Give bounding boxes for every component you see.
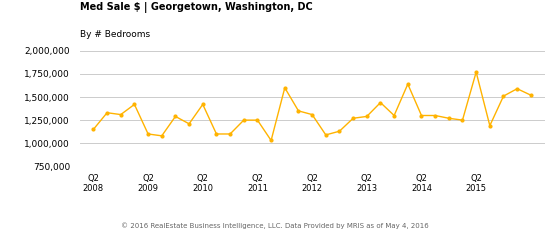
- Text: © 2016 RealEstate Business Intelligence, LLC. Data Provided by MRIS as of May 4,: © 2016 RealEstate Business Intelligence,…: [121, 222, 429, 229]
- Text: Med Sale $ | Georgetown, Washington, DC: Med Sale $ | Georgetown, Washington, DC: [80, 2, 312, 13]
- Text: By # Bedrooms: By # Bedrooms: [80, 30, 150, 39]
